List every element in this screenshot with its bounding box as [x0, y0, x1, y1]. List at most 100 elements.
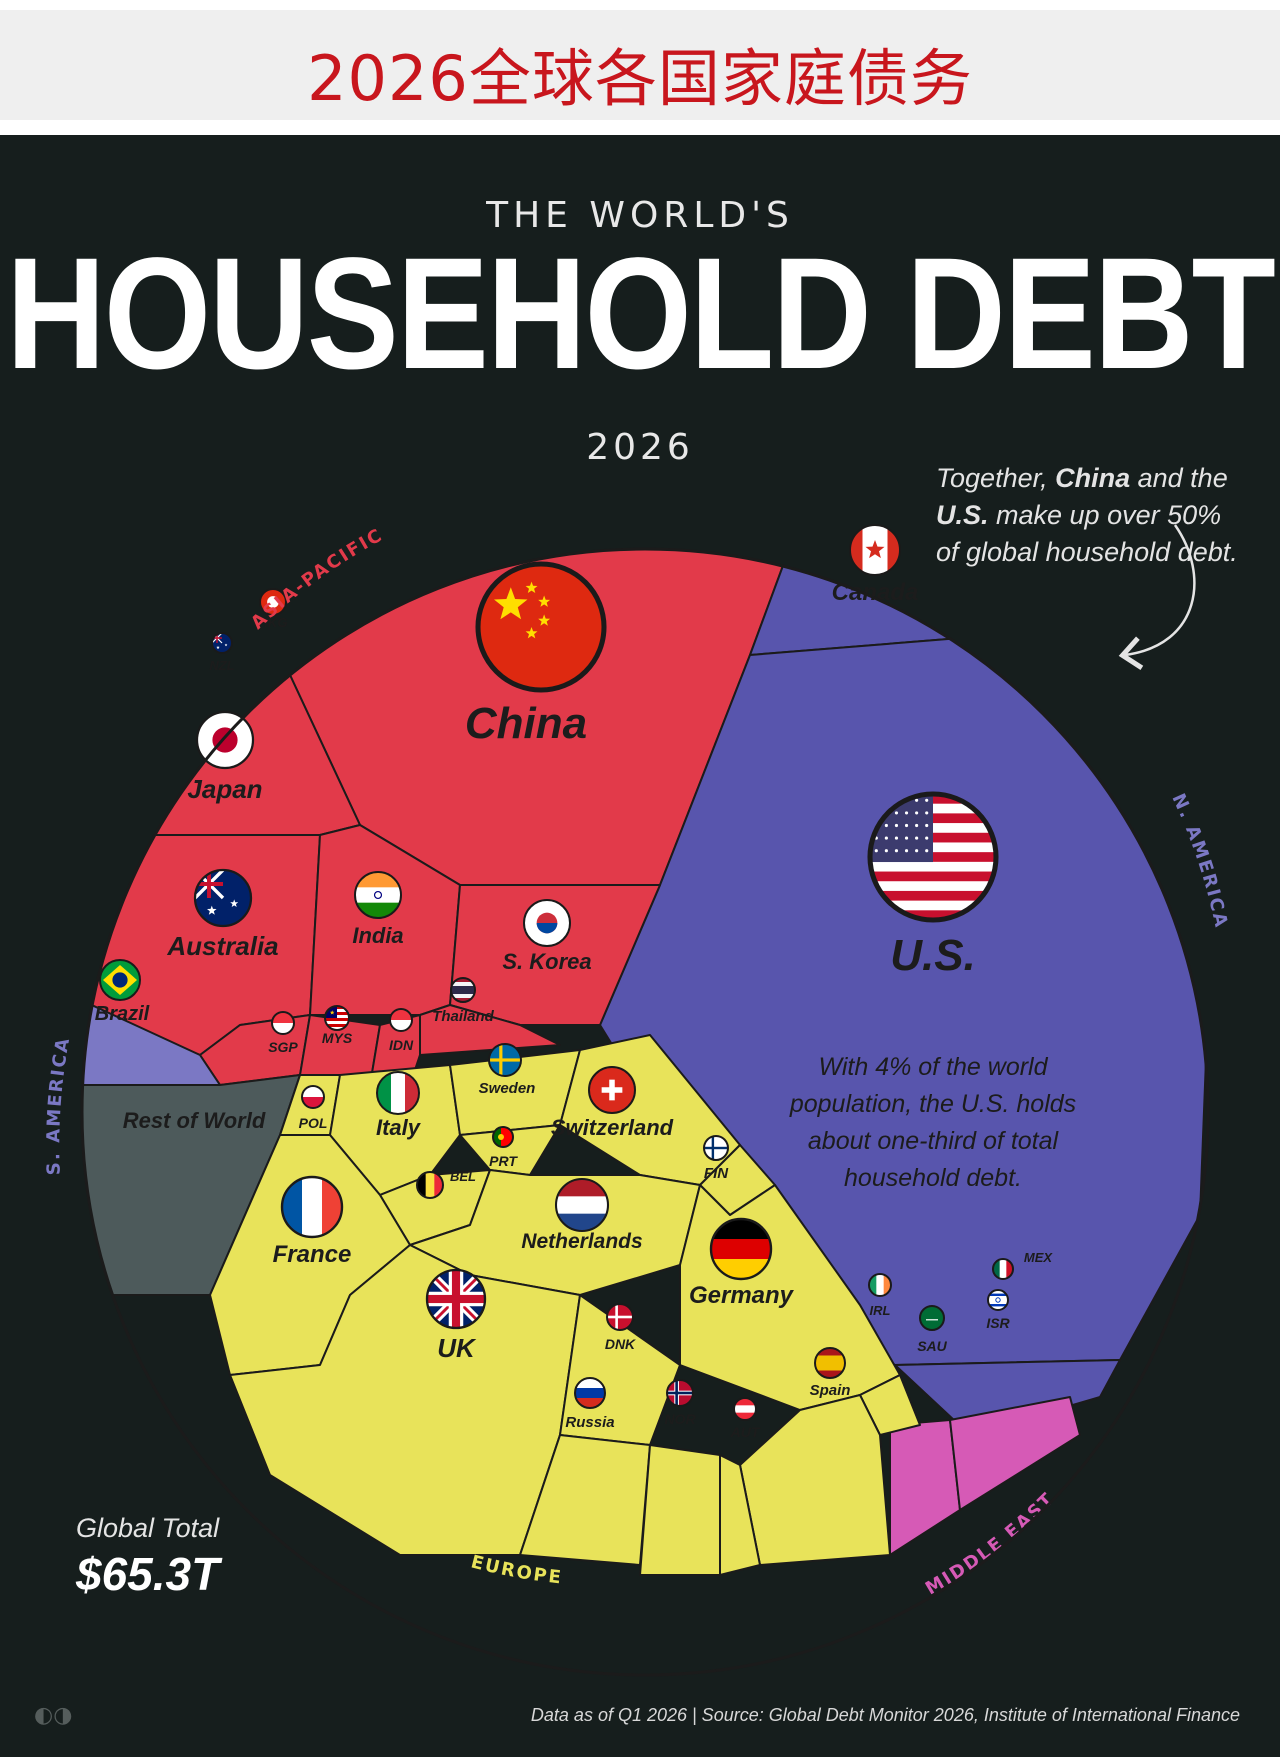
note-text-4: of global household debt.	[936, 537, 1238, 567]
label-dnk: DNK	[605, 1336, 636, 1352]
norway-flag-icon	[666, 1379, 694, 1407]
us-flag-icon	[867, 791, 999, 923]
label-netherlands: Netherlands	[521, 1230, 642, 1253]
note-arrow	[1118, 524, 1196, 670]
global-total-value: $65.3T	[76, 1548, 220, 1600]
cell-aut	[719, 1454, 761, 1576]
switzerland-flag-icon	[588, 1066, 636, 1114]
watermark: ◐◑	[34, 1703, 73, 1728]
germany-flag-icon	[709, 1217, 773, 1281]
saudi-flag-icon	[919, 1305, 945, 1331]
france-flag-icon	[280, 1175, 344, 1239]
poster-title: HOUSEHOLD DEBT	[6, 225, 1276, 403]
israel-flag-icon	[987, 1289, 1009, 1311]
label-sgp: SGP	[268, 1039, 298, 1055]
note-bold-china: China	[1055, 463, 1131, 493]
label-mys: MYS	[322, 1030, 353, 1046]
label-thailand: Thailand	[432, 1008, 495, 1025]
label-uk: UK	[437, 1333, 477, 1363]
south-america-region-label: S. AMERICA	[43, 1035, 74, 1176]
note-bold-us: U.S.	[936, 500, 989, 530]
note-text-1: Together,	[936, 463, 1056, 493]
uk-flag-icon	[425, 1268, 487, 1330]
us-note-line: With 4% of the world	[818, 1053, 1048, 1081]
cell-sau	[889, 1419, 961, 1556]
label-pol: POL	[299, 1115, 328, 1131]
label-hkg: HKG	[259, 615, 288, 630]
poland-flag-icon	[301, 1085, 325, 1109]
india-flag-icon	[354, 871, 402, 919]
label-france: France	[273, 1241, 352, 1268]
finland-flag-icon	[703, 1135, 729, 1161]
label-canada: Canada	[832, 579, 919, 606]
nz-flag-icon	[211, 632, 233, 654]
sweden-flag-icon	[488, 1043, 522, 1077]
household-debt-chart: China U.S. Canada MEX Japan Australia India S. …	[43, 524, 1232, 1677]
us-note-line: population, the U.S. holds	[789, 1090, 1076, 1118]
singapore-flag-icon	[271, 1011, 295, 1035]
mexico-flag-icon	[992, 1258, 1014, 1280]
label-fin: FIN	[704, 1165, 729, 1182]
ireland-flag-icon	[868, 1273, 892, 1297]
austria-flag-icon	[733, 1397, 757, 1421]
label-bel: BEL	[450, 1169, 476, 1184]
label-india: India	[352, 923, 403, 948]
us-note-line: household debt.	[844, 1164, 1022, 1192]
label-mex: MEX	[1024, 1250, 1054, 1265]
label-sau: SAU	[917, 1338, 947, 1354]
asia-pacific-region-label: ASIA-PACIFIC	[247, 524, 387, 633]
poster-kicker: THE WORLD'S	[486, 195, 794, 236]
cell-nor	[639, 1444, 721, 1576]
label-switzerland: Switzerland	[551, 1115, 674, 1140]
belgium-flag-icon	[416, 1171, 444, 1199]
label-china: China	[465, 699, 587, 748]
label-nor: NOR	[664, 1411, 696, 1427]
china-us-note: Together, China and the U.S. make up ove…	[936, 460, 1276, 571]
poster-year: 2026	[586, 427, 694, 468]
banner-title: 2026全球各国家庭债务	[307, 42, 973, 115]
cell-spain	[739, 1394, 891, 1566]
global-total-label: Global Total	[76, 1513, 220, 1543]
top-banner: 2026全球各国家庭债务	[0, 0, 1280, 135]
china-flag-icon	[475, 561, 607, 693]
label-italy: Italy	[376, 1115, 422, 1140]
malaysia-flag-icon	[324, 1005, 350, 1031]
note-text-3: make up over 50%	[988, 500, 1222, 530]
cell-mex	[894, 1359, 1121, 1436]
label-germany: Germany	[689, 1282, 795, 1309]
banner-band	[0, 10, 1280, 120]
label-irl: IRL	[870, 1303, 891, 1318]
label-australia: Australia	[166, 931, 278, 961]
north-america-region-label: N. AMERICA	[1168, 790, 1232, 930]
us-note-line: about one-third of total	[808, 1127, 1060, 1155]
label-sweden: Sweden	[479, 1080, 536, 1097]
cell-isr	[949, 1396, 1081, 1511]
portugal-flag-icon	[492, 1126, 514, 1148]
label-s-korea: S. Korea	[502, 949, 591, 974]
label-prt: PRT	[489, 1153, 518, 1169]
label-russia: Russia	[565, 1414, 614, 1431]
australia-flag-icon	[193, 868, 253, 928]
cell-canada	[749, 549, 1061, 656]
spain-flag-icon	[814, 1347, 846, 1379]
italy-flag-icon	[376, 1071, 420, 1115]
brazil-flag-icon	[99, 959, 141, 1001]
label-brazil: Brazil	[95, 1003, 150, 1025]
netherlands-flag-icon	[554, 1177, 610, 1233]
chart-outline	[80, 547, 1210, 1677]
canada-flag-icon	[849, 524, 901, 576]
label-u-s: U.S.	[890, 931, 976, 980]
source-footer: Data as of Q1 2026 | Source: Global Debt…	[530, 1705, 1240, 1725]
note-text-2: and the	[1130, 463, 1228, 493]
label-japan: Japan	[187, 774, 262, 804]
denmark-flag-icon	[606, 1303, 634, 1331]
indonesia-flag-icon	[389, 1008, 413, 1032]
label-nzl: NZL	[209, 658, 234, 673]
label-spain: Spain	[810, 1382, 851, 1399]
label-rest-of-world: Rest of World	[123, 1108, 266, 1133]
thailand-flag-icon	[450, 977, 476, 1003]
hongkong-flag-icon	[259, 588, 287, 616]
korea-flag-icon	[523, 899, 571, 947]
label-idn: IDN	[389, 1037, 414, 1053]
infographic-poster: THE WORLD'S HOUSEHOLD DEBT 2026 Together…	[0, 135, 1280, 1757]
